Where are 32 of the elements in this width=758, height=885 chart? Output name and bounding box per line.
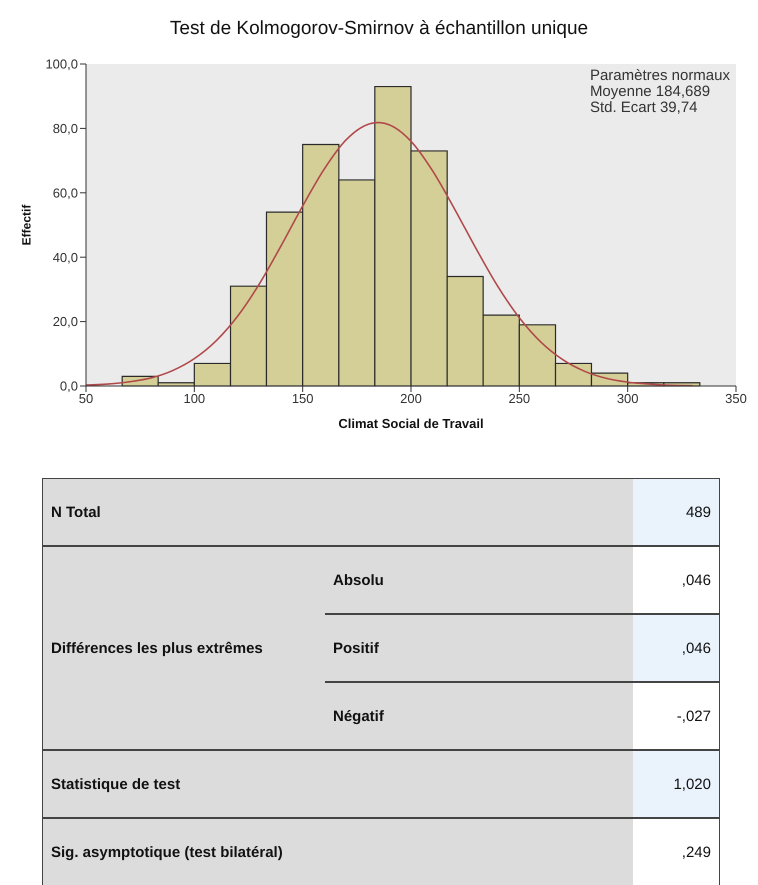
text: Positif bbox=[325, 614, 633, 682]
text: 1,020 bbox=[633, 750, 720, 818]
text: ,249 bbox=[633, 818, 720, 885]
annotation: Moyenne 184,689 bbox=[590, 83, 712, 100]
text: 489 bbox=[633, 478, 720, 546]
text: Négatif bbox=[325, 682, 633, 750]
x-tick-label: 100 bbox=[183, 391, 206, 406]
chart-title: Test de Kolmogorov-Smirnov à échantillon unique bbox=[168, 17, 590, 41]
text: Différences les plus extrêmes bbox=[42, 546, 325, 750]
text: -,027 bbox=[633, 682, 720, 750]
text: Sig. asymptotique (test bilatéral) bbox=[42, 818, 633, 885]
y-tick-label: 60,0 bbox=[52, 185, 78, 200]
annotation: Std. Ecart 39,74 bbox=[590, 99, 699, 116]
x-tick-label: 50 bbox=[78, 391, 94, 406]
y-tick-label: 20,0 bbox=[52, 314, 78, 330]
text: ,046 bbox=[633, 546, 720, 614]
text: Absolu bbox=[325, 546, 633, 614]
text: Statistique de test bbox=[42, 750, 633, 818]
y-tick-label: 40,0 bbox=[52, 250, 78, 265]
annotation: Paramètres normaux bbox=[590, 67, 730, 84]
x-axis-title: Climat Social de Travail bbox=[338, 416, 484, 431]
x-tick-label: 150 bbox=[292, 391, 314, 406]
text: N Total bbox=[42, 478, 633, 546]
y-tick-label: 0,0 bbox=[60, 378, 78, 394]
x-tick-label: 250 bbox=[508, 391, 530, 406]
y-tick-label: 80,0 bbox=[52, 121, 78, 136]
x-tick-label: 300 bbox=[616, 391, 639, 406]
x-tick-label: 350 bbox=[725, 391, 747, 406]
x-tick-label: 200 bbox=[400, 391, 422, 406]
text: ,046 bbox=[633, 614, 720, 682]
y-tick-label: 100,0 bbox=[45, 56, 78, 72]
y-axis-title: Effectif bbox=[19, 204, 34, 246]
